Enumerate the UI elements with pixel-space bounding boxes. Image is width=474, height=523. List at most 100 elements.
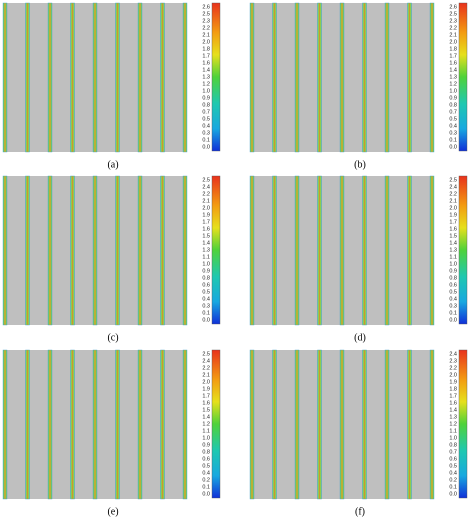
strip [92, 175, 98, 326]
strip [249, 2, 255, 153]
panel-label: (a) [107, 159, 118, 170]
colorbar-tick-label: 0.1 [202, 484, 210, 490]
colorbar-tick-label: 0.9 [202, 268, 210, 274]
colorbar-tick-label: 1.9 [202, 212, 210, 218]
colorbar-tick-label: 0.4 [202, 296, 210, 302]
strip [92, 349, 98, 500]
colorbar-tick-label: 0.4 [449, 123, 457, 129]
colorbar-tick-label: 1.3 [449, 247, 457, 253]
strip [182, 349, 188, 500]
strip [294, 175, 300, 326]
colorbar-tick-label: 1.5 [202, 233, 210, 239]
colorbar-tick-label: 0.8 [202, 102, 210, 108]
colorbar-tick-label: 0.5 [449, 289, 457, 295]
colorbar-tick-label: 1.7 [449, 53, 457, 59]
strip [47, 349, 53, 500]
colorbar-tick-label: 0.5 [449, 463, 457, 469]
panel-label: (f) [355, 506, 365, 517]
strip [407, 349, 412, 500]
colorbar-tick-label: 0.0 [202, 317, 210, 323]
colorbar-tick-label: 0.3 [449, 130, 457, 136]
strip [2, 2, 8, 153]
colorbar-tick-label: 2.5 [202, 11, 210, 17]
strip [47, 2, 53, 153]
strip [407, 175, 412, 326]
colorbar-tick-label: 0.6 [449, 282, 457, 288]
colorbar-tick-label: 1.7 [202, 53, 210, 59]
colorbar-tick-label: 2.4 [202, 184, 210, 190]
colorbar-tick-label: 0.4 [449, 296, 457, 302]
strip [70, 2, 75, 153]
colorbar-tick-label: 0.5 [202, 116, 210, 122]
strip [25, 349, 30, 500]
strip [384, 349, 390, 500]
colorbar-tick-label: 2.4 [449, 184, 457, 190]
colorbar-tick-label: 2.0 [449, 205, 457, 211]
colorbar-tick-label: 0.7 [202, 109, 210, 115]
colorbar-tick-label: 1.9 [449, 379, 457, 385]
strip [92, 2, 98, 153]
colorbar-tick-label: 0.8 [202, 449, 210, 455]
colorbar-tick-label: 1.4 [449, 67, 457, 73]
strip [384, 2, 390, 153]
colorbar-tick-label: 2.2 [202, 191, 210, 197]
colorbar-tick-label: 0.0 [202, 491, 210, 497]
colorbar-tick-label: 0.2 [202, 477, 210, 483]
strip [160, 175, 165, 326]
colorbar-tick-label: 1.1 [449, 428, 457, 434]
colorbar-tick-label: 1.9 [202, 386, 210, 392]
colorbar-tick-label: 1.3 [202, 74, 210, 80]
strip [182, 175, 188, 326]
colorbar-tick-label: 0.9 [202, 442, 210, 448]
colorbar-tick-label: 2.0 [202, 205, 210, 211]
colorbar-tick-label: 0.8 [449, 275, 457, 281]
colorbar-tick-label: 0.3 [202, 303, 210, 309]
strip [70, 175, 75, 326]
strip [115, 349, 120, 500]
strip [339, 175, 345, 326]
strip [272, 2, 277, 153]
colorbar-tick-label: 2.1 [202, 372, 210, 378]
strip [429, 349, 435, 500]
colorbar-tick-label: 2.3 [449, 358, 457, 364]
strip [115, 2, 120, 153]
strip [429, 175, 435, 326]
colorbar-tick-label: 0.1 [449, 137, 457, 143]
colorbar-tick-label: 1.2 [202, 81, 210, 87]
strip [339, 349, 345, 500]
colorbar-tick-label: 1.3 [449, 74, 457, 80]
colorbar-tick-label: 1.8 [449, 46, 457, 52]
strip [70, 349, 75, 500]
colorbar-tick-label: 1.9 [449, 212, 457, 218]
colorbar-tick-label: 0.1 [449, 484, 457, 490]
colorbar-tick-label: 1.4 [449, 240, 457, 246]
colorbar-tick-label: 1.0 [202, 261, 210, 267]
colorbar-tick-label: 2.4 [449, 351, 457, 357]
colorbar-tick-label: 0.6 [202, 282, 210, 288]
colorbar-tick-label: 0.5 [202, 463, 210, 469]
colorbar-tick-label: 0.1 [202, 137, 210, 143]
strip [160, 2, 165, 153]
colorbar-tick-label: 2.2 [202, 365, 210, 371]
colorbar-tick-label: 2.1 [449, 198, 457, 204]
colorbar-tick-label: 2.5 [202, 177, 210, 183]
colorbar-tick-label: 1.7 [449, 393, 457, 399]
strip [384, 175, 390, 326]
strip [294, 2, 300, 153]
colorbar [211, 349, 221, 499]
colorbar-tick-label: 0.0 [202, 144, 210, 150]
panel-label: (c) [107, 332, 118, 343]
colorbar-tick-label: 1.2 [449, 421, 457, 427]
colorbar [211, 175, 221, 325]
colorbar-tick-label: 0.4 [449, 470, 457, 476]
colorbar-tick-label: 1.4 [202, 67, 210, 73]
colorbar-tick-label: 1.7 [202, 219, 210, 225]
colorbar [458, 175, 468, 325]
colorbar-tick-label: 2.0 [449, 372, 457, 378]
colorbar-tick-label: 1.5 [449, 233, 457, 239]
colorbar-tick-label: 1.7 [449, 219, 457, 225]
colorbar [211, 2, 221, 152]
colorbar-tick-label: 1.2 [202, 421, 210, 427]
colorbar-tick-label: 2.6 [202, 4, 210, 10]
